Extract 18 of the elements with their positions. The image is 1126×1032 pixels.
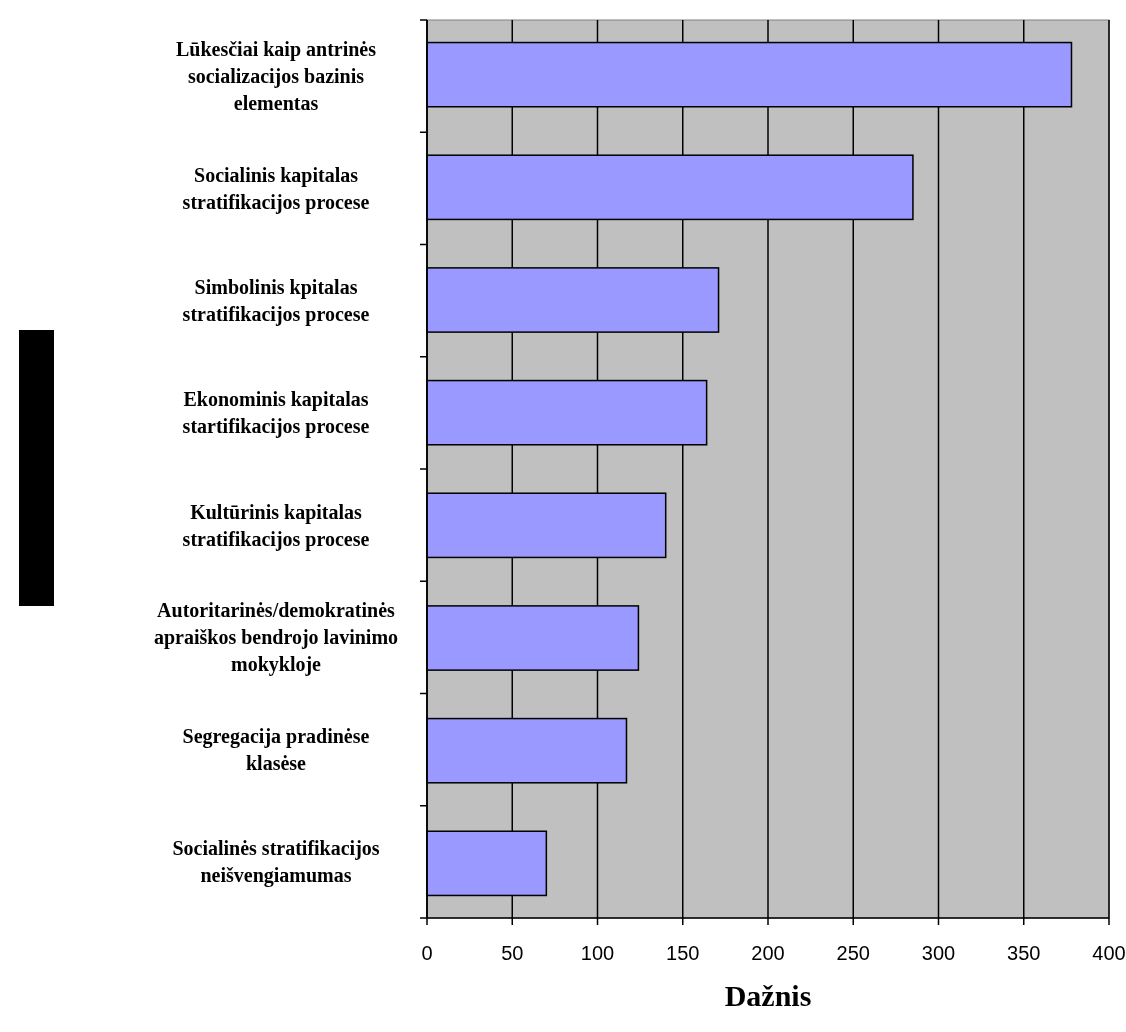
x-tick-label: 250 <box>836 942 870 964</box>
x-tick-label: 100 <box>580 942 615 964</box>
x-tick-label: 200 <box>751 942 785 964</box>
y-tick-label: Socialinės stratifikacijos neišvengiamumas <box>172 837 380 888</box>
y-tick-label: Autoritarinės/demokratinės apraiškos bendrojo lavinimo mokykloje <box>153 599 399 677</box>
y-tick-label: Lūkesčiai kaip antrinės socializacijos bazinis elementas <box>175 38 377 115</box>
x-tick-label: 150 <box>666 942 700 964</box>
x-tick-label: 350 <box>1007 942 1041 964</box>
y-tick-label: Socialinis kapitalas stratifikacijos procese <box>182 163 370 214</box>
y-tick-label: Kultūrinis kapitalas stratifikacijos procese <box>182 500 370 551</box>
x-tick-label: 300 <box>921 942 956 964</box>
x-axis-title: Dažnis <box>724 979 812 1012</box>
y-tick-label: Ekonominis kapitalas startifikacijos procese <box>182 388 370 439</box>
x-tick-label: 0 <box>421 942 433 964</box>
y-tick-label: Simbolinis kpitalas stratifikacijos procese <box>182 276 370 327</box>
x-tick-label: 50 <box>501 942 524 964</box>
x-tick-label: 400 <box>1092 942 1126 964</box>
y-tick-label: Segregacija pradinėse klasėse <box>182 725 370 775</box>
